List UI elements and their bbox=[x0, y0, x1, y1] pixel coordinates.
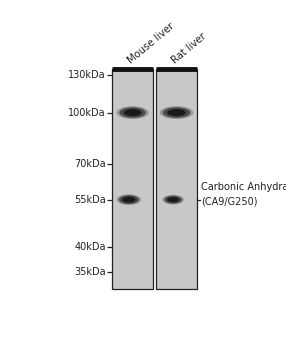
Ellipse shape bbox=[167, 109, 186, 116]
Ellipse shape bbox=[162, 195, 184, 204]
Text: Carbonic Anhydrase 9
(CA9/G250): Carbonic Anhydrase 9 (CA9/G250) bbox=[201, 182, 286, 206]
Ellipse shape bbox=[122, 197, 136, 203]
Ellipse shape bbox=[120, 107, 146, 118]
Ellipse shape bbox=[117, 194, 141, 205]
Ellipse shape bbox=[167, 197, 179, 202]
Text: 35kDa: 35kDa bbox=[74, 267, 106, 276]
Ellipse shape bbox=[164, 196, 182, 204]
Bar bbox=[112, 69, 153, 289]
Ellipse shape bbox=[116, 106, 149, 119]
Text: 130kDa: 130kDa bbox=[68, 70, 106, 80]
Ellipse shape bbox=[119, 195, 139, 204]
Bar bbox=[156, 69, 197, 289]
Ellipse shape bbox=[160, 106, 193, 119]
Text: Mouse liver: Mouse liver bbox=[126, 21, 176, 65]
Ellipse shape bbox=[163, 107, 190, 118]
Text: 55kDa: 55kDa bbox=[74, 195, 106, 205]
Ellipse shape bbox=[124, 109, 142, 116]
Text: 70kDa: 70kDa bbox=[74, 159, 106, 169]
Text: 40kDa: 40kDa bbox=[74, 242, 106, 252]
Text: Rat liver: Rat liver bbox=[170, 31, 208, 65]
Text: 100kDa: 100kDa bbox=[68, 107, 106, 118]
